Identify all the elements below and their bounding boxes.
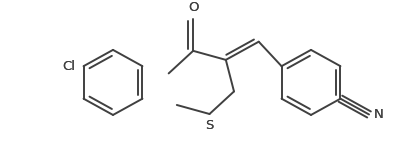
Text: S: S xyxy=(205,119,214,132)
Text: Cl: Cl xyxy=(63,60,76,73)
Text: O: O xyxy=(188,1,198,15)
Bar xyxy=(368,109,380,120)
Text: N: N xyxy=(374,108,384,121)
Bar xyxy=(187,7,199,18)
Bar xyxy=(65,59,86,73)
Text: S: S xyxy=(205,119,214,132)
Bar xyxy=(204,113,215,125)
Text: N: N xyxy=(374,108,384,121)
Text: Cl: Cl xyxy=(63,60,76,73)
Text: O: O xyxy=(188,1,198,15)
